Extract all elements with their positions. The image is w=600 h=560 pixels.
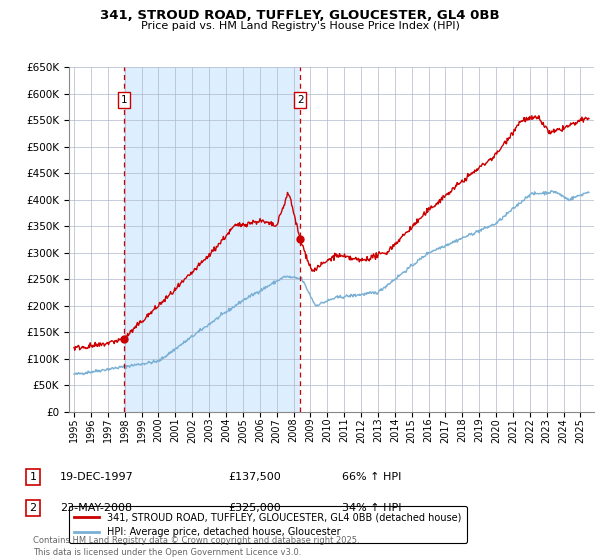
- Text: 23-MAY-2008: 23-MAY-2008: [60, 503, 132, 513]
- Bar: [124, 67, 300, 412]
- Text: £325,000: £325,000: [228, 503, 281, 513]
- Text: 1: 1: [29, 472, 37, 482]
- Text: 66% ↑ HPI: 66% ↑ HPI: [342, 472, 401, 482]
- Text: 1: 1: [121, 95, 127, 105]
- Text: Price paid vs. HM Land Registry's House Price Index (HPI): Price paid vs. HM Land Registry's House …: [140, 21, 460, 31]
- Text: 2: 2: [29, 503, 37, 513]
- Text: £137,500: £137,500: [228, 472, 281, 482]
- Text: 19-DEC-1997: 19-DEC-1997: [60, 472, 134, 482]
- Legend: 341, STROUD ROAD, TUFFLEY, GLOUCESTER, GL4 0BB (detached house), HPI: Average pr: 341, STROUD ROAD, TUFFLEY, GLOUCESTER, G…: [68, 506, 467, 543]
- Text: 341, STROUD ROAD, TUFFLEY, GLOUCESTER, GL4 0BB: 341, STROUD ROAD, TUFFLEY, GLOUCESTER, G…: [100, 9, 500, 22]
- Text: Contains HM Land Registry data © Crown copyright and database right 2025.
This d: Contains HM Land Registry data © Crown c…: [33, 536, 359, 557]
- Text: 2: 2: [297, 95, 304, 105]
- Text: 34% ↑ HPI: 34% ↑ HPI: [342, 503, 401, 513]
